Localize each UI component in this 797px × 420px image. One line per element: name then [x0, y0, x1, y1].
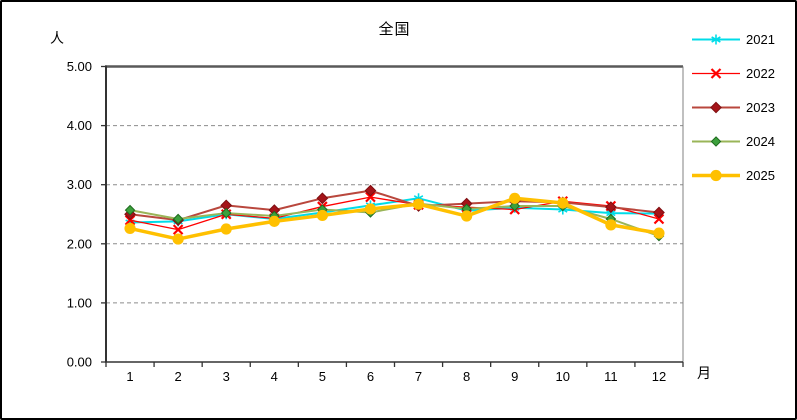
y-tick-label: 5.00 — [67, 59, 92, 74]
legend-marker-diamond-icon — [692, 101, 740, 114]
y-tick-label: 3.00 — [67, 177, 92, 192]
chart-title: 全国 — [378, 21, 411, 38]
marker-diamond — [653, 206, 665, 219]
marker-x — [710, 68, 722, 79]
series-line-2021 — [129, 197, 660, 224]
y-axis-unit-label: 人 — [50, 30, 64, 46]
marker-diamond — [710, 136, 722, 147]
marker-diamond — [316, 192, 329, 205]
series-line-2022 — [129, 196, 660, 231]
marker-circle — [605, 219, 617, 231]
marker-x — [172, 224, 184, 235]
y-tick-label: 2.00 — [67, 236, 92, 251]
x-tick-label: 1 — [126, 369, 133, 384]
x-tick-label: 10 — [556, 369, 570, 384]
y-tick-label: 1.00 — [67, 295, 92, 310]
x-tick-label: 12 — [652, 369, 666, 384]
marker-diamond — [509, 200, 521, 212]
legend-marker-x-icon — [692, 68, 740, 79]
marker-circle — [653, 227, 665, 239]
x-tick-label: 8 — [463, 369, 470, 384]
y-tick-label: 0.00 — [67, 355, 92, 370]
marker-diamond — [124, 204, 136, 216]
x-tick-label: 7 — [415, 369, 422, 384]
x-tick-label: 2 — [175, 369, 182, 384]
legend-label: 2022 — [746, 66, 775, 81]
y-tick-label: 4.00 — [67, 118, 92, 133]
marker-x — [365, 191, 376, 203]
legend-label: 2023 — [746, 100, 775, 115]
marker-diamond — [220, 207, 232, 219]
legend-item-2023: 2023 — [690, 100, 775, 115]
legend-marker-star-icon — [692, 34, 740, 45]
marker-circle — [316, 209, 328, 222]
marker-circle — [509, 192, 521, 204]
x-tick-label: 5 — [319, 369, 326, 384]
legend-marker-circle-icon — [692, 169, 740, 182]
marker-star — [711, 34, 721, 45]
marker-circle — [710, 169, 722, 182]
marker-x — [124, 214, 136, 226]
x-tick-label: 11 — [604, 369, 618, 384]
legend-label: 2024 — [746, 134, 775, 149]
legend-item-2025: 2025 — [690, 168, 775, 183]
marker-circle — [220, 223, 232, 235]
x-tick-label: 3 — [223, 369, 230, 384]
legend-label: 2021 — [746, 32, 775, 47]
marker-circle — [461, 210, 473, 222]
marker-x — [653, 213, 665, 225]
x-tick-label: 4 — [271, 369, 278, 384]
legend-marker-diamond-icon — [692, 136, 740, 147]
series-line-2023 — [129, 189, 660, 222]
legend-label: 2025 — [746, 168, 775, 183]
marker-circle — [412, 198, 425, 210]
x-tick-label: 9 — [511, 369, 518, 384]
marker-circle — [364, 203, 377, 215]
marker-circle — [124, 222, 136, 235]
legend-item-2022: 2022 — [690, 66, 775, 81]
x-axis-unit-label: 月 — [697, 365, 711, 381]
series-line-2025 — [128, 196, 661, 241]
marker-diamond — [172, 213, 184, 225]
legend-item-2024: 2024 — [690, 134, 775, 149]
marker-circle — [172, 233, 184, 245]
marker-diamond — [604, 201, 617, 214]
marker-circle — [557, 197, 569, 209]
chart-legend: 2021 2022 2023 2024 2025 — [690, 32, 775, 202]
marker-diamond — [364, 184, 377, 197]
marker-diamond — [710, 101, 722, 114]
marker-circle — [268, 215, 280, 227]
legend-item-2021: 2021 — [690, 32, 775, 47]
x-tick-label: 6 — [367, 369, 374, 384]
